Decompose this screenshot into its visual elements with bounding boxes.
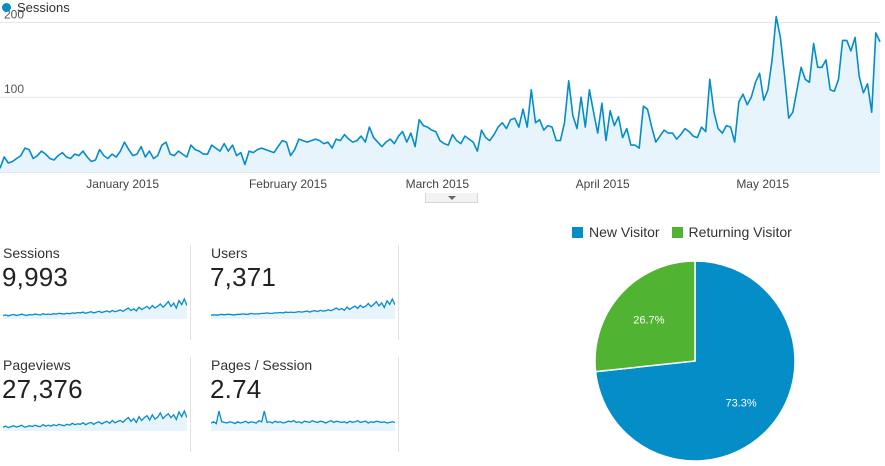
metric-sparkline (3, 409, 187, 431)
metric-label: Sessions (3, 245, 60, 261)
pie-slice-label: 26.7% (633, 315, 664, 327)
metric-label: Pages / Session (211, 357, 313, 373)
sessions-legend-dot (2, 2, 11, 12)
sessions-legend[interactable]: Sessions (2, 0, 70, 15)
pie-legend-item-returning[interactable]: Returning Visitor (671, 224, 792, 240)
metric-pageviews[interactable]: Pageviews 27,376 (0, 357, 191, 452)
sparkline-fill (211, 299, 395, 319)
pie-slice-returning-visitor[interactable] (594, 260, 696, 373)
sessions-legend-label: Sessions (17, 0, 70, 15)
pie-slice-label: 73.3% (725, 397, 756, 409)
x-tick-label: April 2015 (576, 177, 630, 191)
metric-users[interactable]: Users 7,371 (208, 245, 399, 340)
chart-collapse-handle[interactable] (425, 193, 478, 203)
sparkline-line (3, 409, 187, 429)
pie-legend-label: Returning Visitor (688, 224, 792, 240)
y-tick-label: 100 (4, 82, 24, 96)
metric-pages-per-session[interactable]: Pages / Session 2.74 (208, 357, 399, 452)
sessions-series-line[interactable] (0, 15, 881, 169)
metric-sparkline (211, 297, 395, 319)
sessions-area-fill (0, 16, 880, 172)
pie-legend-swatch (671, 226, 683, 238)
sparkline-line (211, 410, 395, 425)
metric-label: Users (211, 245, 248, 261)
metric-sessions[interactable]: Sessions 9,993 (0, 245, 191, 340)
x-tick-label: May 2015 (736, 177, 789, 191)
metric-value: 2.74 (210, 374, 262, 404)
pie-legend-swatch (572, 226, 583, 238)
metric-sparkline (3, 297, 187, 319)
metric-label: Pageviews (3, 357, 71, 373)
metric-value: 9,993 (2, 262, 69, 292)
x-tick-label: March 2015 (406, 177, 470, 191)
metric-value: 27,376 (2, 374, 83, 404)
pie-legend-item-new[interactable]: New Visitor (572, 224, 660, 240)
sparkline-fill (211, 411, 395, 431)
chevron-down-icon (447, 195, 456, 200)
sparkline-fill (3, 299, 187, 319)
sparkline-line (3, 297, 187, 317)
metric-sparkline (211, 410, 395, 431)
x-tick-label: February 2015 (249, 177, 327, 191)
pie-legend-label: New Visitor (589, 224, 660, 240)
metric-value: 7,371 (210, 262, 277, 292)
sparkline-line (211, 297, 395, 316)
x-tick-label: January 2015 (86, 177, 159, 191)
visitor-type-pie-chart[interactable]: 73.3% 26.7% (590, 256, 800, 466)
pie-legend: New Visitor Returning Visitor (572, 224, 804, 240)
